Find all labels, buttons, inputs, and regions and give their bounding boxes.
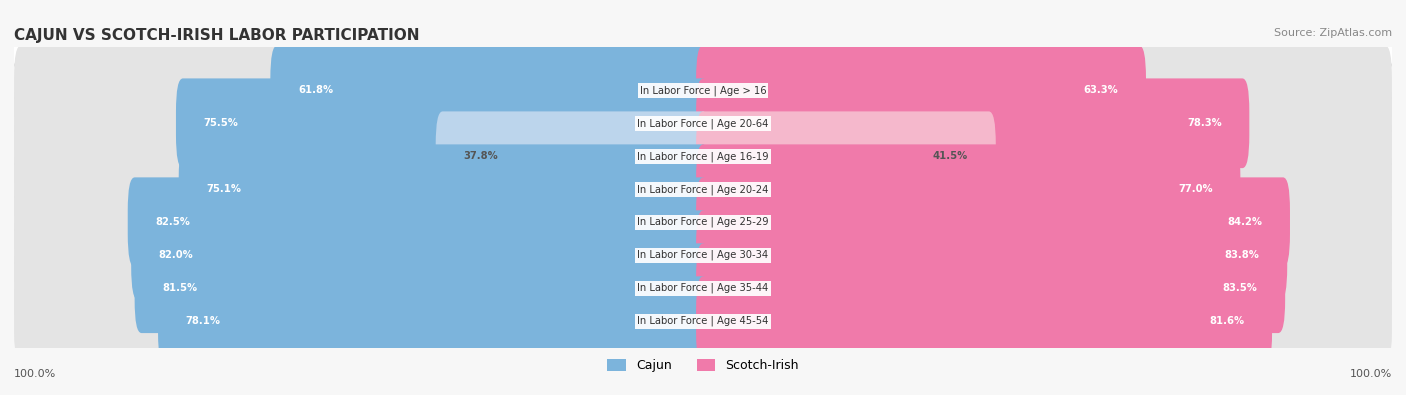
FancyBboxPatch shape <box>11 57 1395 189</box>
Text: CAJUN VS SCOTCH-IRISH LABOR PARTICIPATION: CAJUN VS SCOTCH-IRISH LABOR PARTICIPATIO… <box>14 28 419 43</box>
Text: 78.1%: 78.1% <box>186 316 221 326</box>
FancyBboxPatch shape <box>696 177 1289 267</box>
FancyBboxPatch shape <box>696 145 1392 234</box>
FancyBboxPatch shape <box>696 79 1250 168</box>
FancyBboxPatch shape <box>696 79 1392 168</box>
FancyBboxPatch shape <box>696 45 1392 135</box>
FancyBboxPatch shape <box>176 79 710 168</box>
Text: 81.6%: 81.6% <box>1209 316 1244 326</box>
Text: 84.2%: 84.2% <box>1227 217 1263 227</box>
Text: 41.5%: 41.5% <box>934 151 969 161</box>
FancyBboxPatch shape <box>696 276 1272 366</box>
FancyBboxPatch shape <box>696 177 1392 267</box>
FancyBboxPatch shape <box>270 45 710 135</box>
Text: 82.5%: 82.5% <box>155 217 190 227</box>
Text: 81.5%: 81.5% <box>162 283 197 293</box>
FancyBboxPatch shape <box>14 276 710 366</box>
FancyBboxPatch shape <box>11 255 1395 387</box>
FancyBboxPatch shape <box>696 111 995 201</box>
FancyBboxPatch shape <box>14 111 710 201</box>
Text: In Labor Force | Age 35-44: In Labor Force | Age 35-44 <box>637 283 769 293</box>
Text: In Labor Force | Age > 16: In Labor Force | Age > 16 <box>640 85 766 96</box>
Text: 75.5%: 75.5% <box>204 118 239 128</box>
Text: 37.8%: 37.8% <box>463 151 498 161</box>
FancyBboxPatch shape <box>11 90 1395 222</box>
Text: In Labor Force | Age 20-64: In Labor Force | Age 20-64 <box>637 118 769 128</box>
FancyBboxPatch shape <box>696 243 1285 333</box>
Text: In Labor Force | Age 25-29: In Labor Force | Age 25-29 <box>637 217 769 228</box>
Text: 63.3%: 63.3% <box>1084 85 1118 95</box>
FancyBboxPatch shape <box>11 24 1395 156</box>
FancyBboxPatch shape <box>157 276 710 366</box>
FancyBboxPatch shape <box>436 111 710 201</box>
FancyBboxPatch shape <box>11 123 1395 255</box>
FancyBboxPatch shape <box>696 243 1392 333</box>
Text: In Labor Force | Age 30-34: In Labor Force | Age 30-34 <box>637 250 769 260</box>
Text: In Labor Force | Age 45-54: In Labor Force | Age 45-54 <box>637 316 769 326</box>
FancyBboxPatch shape <box>11 222 1395 354</box>
Text: 83.5%: 83.5% <box>1223 283 1257 293</box>
FancyBboxPatch shape <box>14 79 710 168</box>
FancyBboxPatch shape <box>14 45 710 135</box>
Text: 75.1%: 75.1% <box>207 184 242 194</box>
FancyBboxPatch shape <box>128 177 710 267</box>
Text: 61.8%: 61.8% <box>298 85 333 95</box>
Text: 78.3%: 78.3% <box>1187 118 1222 128</box>
FancyBboxPatch shape <box>696 45 1146 135</box>
Text: 100.0%: 100.0% <box>14 369 56 379</box>
Text: In Labor Force | Age 16-19: In Labor Force | Age 16-19 <box>637 151 769 162</box>
FancyBboxPatch shape <box>14 177 710 267</box>
FancyBboxPatch shape <box>131 211 710 300</box>
Text: 83.8%: 83.8% <box>1225 250 1260 260</box>
Text: Source: ZipAtlas.com: Source: ZipAtlas.com <box>1274 28 1392 38</box>
FancyBboxPatch shape <box>696 211 1288 300</box>
Legend: Cajun, Scotch-Irish: Cajun, Scotch-Irish <box>602 354 804 377</box>
FancyBboxPatch shape <box>14 243 710 333</box>
FancyBboxPatch shape <box>696 111 1392 201</box>
FancyBboxPatch shape <box>11 189 1395 321</box>
FancyBboxPatch shape <box>696 145 1240 234</box>
FancyBboxPatch shape <box>14 211 710 300</box>
FancyBboxPatch shape <box>14 145 710 234</box>
Text: 100.0%: 100.0% <box>1350 369 1392 379</box>
Text: 77.0%: 77.0% <box>1178 184 1213 194</box>
Text: In Labor Force | Age 20-24: In Labor Force | Age 20-24 <box>637 184 769 194</box>
Text: 82.0%: 82.0% <box>159 250 194 260</box>
FancyBboxPatch shape <box>696 211 1392 300</box>
FancyBboxPatch shape <box>696 276 1392 366</box>
FancyBboxPatch shape <box>179 145 710 234</box>
FancyBboxPatch shape <box>11 156 1395 288</box>
FancyBboxPatch shape <box>135 243 710 333</box>
